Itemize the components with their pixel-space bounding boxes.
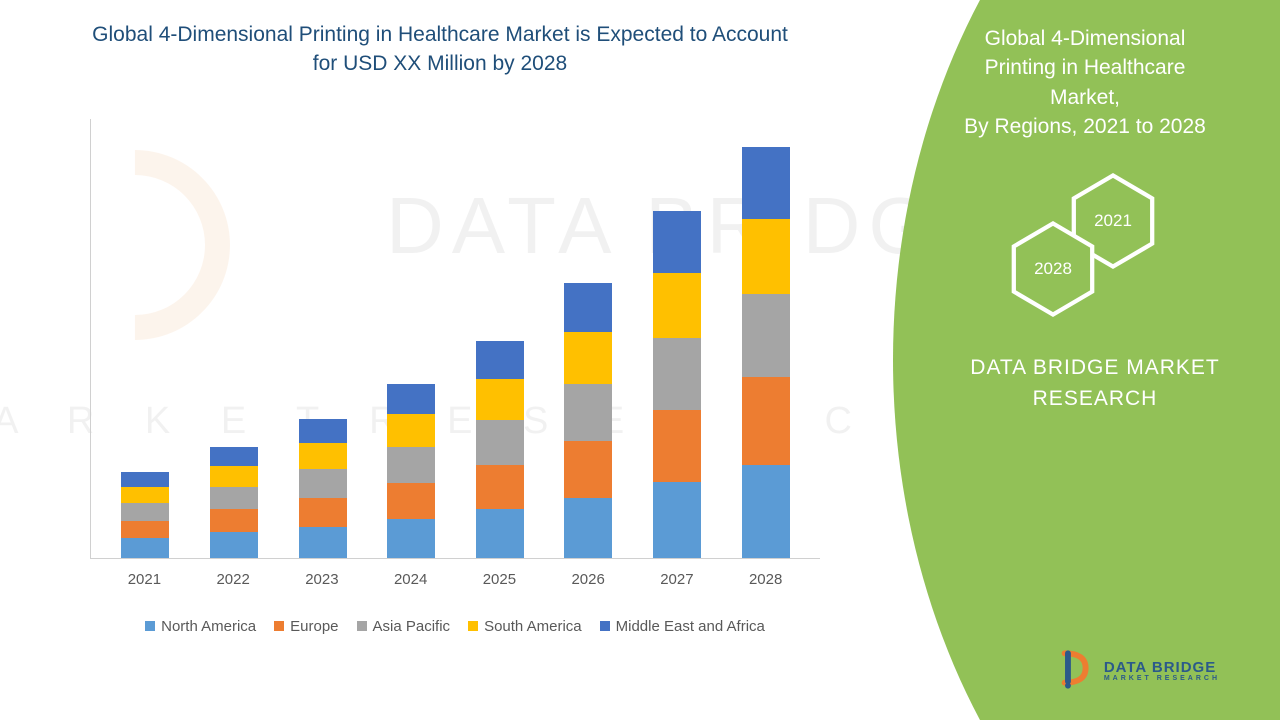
bars-container [91,119,820,558]
legend-item: Europe [274,618,338,635]
legend-swatch-icon [145,621,155,631]
bar-segment [476,341,524,379]
bar-segment [742,294,790,378]
bar-segment [299,469,347,498]
bar-segment [742,465,790,557]
bar-2023 [299,419,347,558]
x-axis-labels: 2021 2022 2023 2024 2025 2026 2027 2028 [90,571,820,588]
hexagon-2021-label: 2021 [1094,211,1132,231]
legend-item: Asia Pacific [357,618,451,635]
legend-swatch-icon [274,621,284,631]
brand-text-line2: RESEARCH [1033,387,1158,410]
bar-segment [121,521,169,539]
bar-segment [210,466,258,486]
x-axis-label: 2022 [209,571,257,588]
x-axis-label: 2024 [387,571,435,588]
x-axis-label: 2027 [653,571,701,588]
footer-logo: DATA BRIDGE MARKET RESEARCH [1052,647,1220,694]
x-axis-label: 2021 [120,571,168,588]
bar-2027 [653,211,701,558]
side-title-line1: Global 4-Dimensional Printing in Healthc… [985,27,1186,109]
legend-label: North America [161,618,256,635]
bar-segment [653,482,701,558]
hexagon-group: 2021 2028 [880,172,1250,322]
legend-swatch-icon [600,621,610,631]
x-axis-label: 2023 [298,571,346,588]
bar-segment [564,283,612,331]
bar-segment [564,332,612,384]
bar-segment [299,419,347,444]
root: DATA BRIDGE M A R K E T R E S E A R C H … [0,0,1280,720]
chart-title: Global 4-Dimensional Printing in Healthc… [40,20,840,79]
footer-logo-icon [1052,647,1094,694]
bar-segment [210,532,258,558]
bar-segment [653,211,701,273]
bar-segment [121,538,169,557]
bar-segment [653,338,701,410]
hexagon-2028-label: 2028 [1034,259,1072,279]
bar-segment [742,219,790,294]
side-panel: Global 4-Dimensional Printing in Healthc… [850,0,1280,720]
side-title: Global 4-Dimensional Printing in Healthc… [880,24,1250,142]
bar-segment [387,447,435,483]
bar-segment [653,273,701,338]
footer-logo-line2: MARKET RESEARCH [1104,675,1220,682]
legend-label: South America [484,618,582,635]
brand-text: DATA BRIDGE MARKET RESEARCH [880,352,1250,415]
legend-label: Asia Pacific [373,618,451,635]
brand-text-line1: DATA BRIDGE MARKET [970,356,1219,379]
hexagon-2028: 2028 [1010,220,1096,318]
bar-segment [387,384,435,415]
legend-item: Middle East and Africa [600,618,765,635]
bar-segment [121,487,169,503]
legend-swatch-icon [468,621,478,631]
legend: North America Europe Asia Pacific South Ame… [90,618,820,635]
side-title-line2: By Regions, 2021 to 2028 [964,115,1206,138]
x-axis-label: 2025 [475,571,523,588]
bar-segment [564,441,612,498]
bar-segment [564,498,612,558]
bar-segment [299,498,347,527]
bar-segment [210,447,258,466]
legend-label: Europe [290,618,338,635]
bar-segment [121,472,169,487]
bar-segment [387,414,435,447]
bar-2024 [387,384,435,558]
legend-item: North America [145,618,256,635]
bar-segment [564,384,612,441]
chart-area [90,119,820,559]
bar-segment [299,527,347,558]
bar-segment [476,509,524,557]
bar-segment [387,483,435,519]
legend-label: Middle East and Africa [616,618,765,635]
bar-2021 [121,472,169,557]
bar-2025 [476,341,524,557]
bar-segment [121,503,169,521]
bar-segment [387,519,435,558]
x-axis-label: 2026 [564,571,612,588]
bar-segment [476,379,524,419]
bar-segment [742,377,790,465]
bar-segment [210,509,258,532]
bar-segment [299,443,347,469]
bar-2028 [742,147,790,558]
footer-logo-text: DATA BRIDGE MARKET RESEARCH [1104,660,1220,682]
chart-panel: DATA BRIDGE M A R K E T R E S E A R C H … [0,0,850,720]
bar-segment [210,487,258,510]
bar-segment [742,147,790,219]
legend-item: South America [468,618,582,635]
bar-segment [476,420,524,465]
x-axis-label: 2028 [742,571,790,588]
bar-segment [653,410,701,482]
footer-logo-line1: DATA BRIDGE [1104,660,1220,675]
bar-2026 [564,283,612,558]
bar-2022 [210,447,258,558]
bar-segment [476,465,524,510]
legend-swatch-icon [357,621,367,631]
